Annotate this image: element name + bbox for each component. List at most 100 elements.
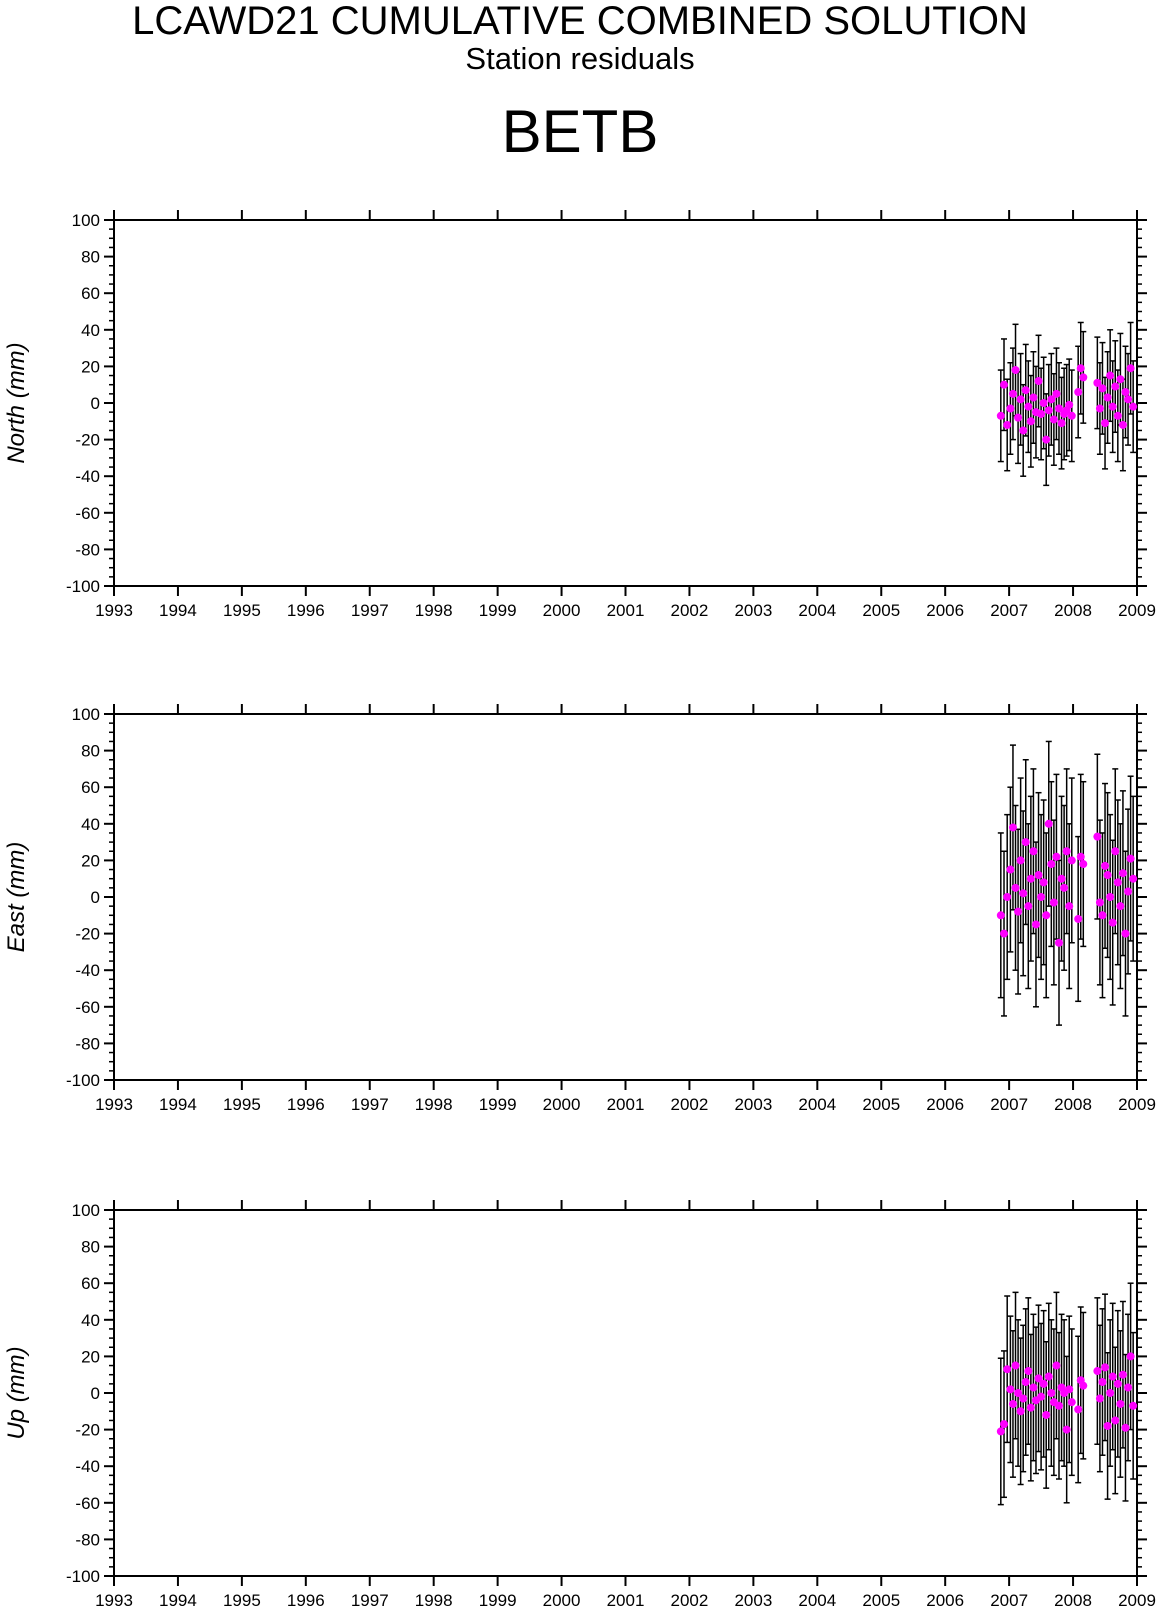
residual-point bbox=[1093, 832, 1102, 841]
x-tick-label: 1993 bbox=[95, 601, 133, 620]
y-tick-label: -20 bbox=[75, 431, 100, 450]
residual-point bbox=[1124, 1383, 1133, 1392]
residual-point bbox=[1079, 373, 1088, 382]
residual-point bbox=[1021, 838, 1030, 847]
residual-point bbox=[1095, 404, 1104, 413]
residual-point bbox=[1003, 893, 1012, 901]
residual-point bbox=[1044, 406, 1053, 415]
station-name: BETB bbox=[501, 98, 659, 165]
y-tick-label: 40 bbox=[81, 1311, 100, 1330]
y-tick-label: 60 bbox=[81, 778, 100, 797]
residual-point bbox=[1101, 419, 1110, 428]
residual-point bbox=[1060, 883, 1069, 892]
plot-frame bbox=[113, 713, 1138, 1081]
residual-point bbox=[1101, 1363, 1110, 1372]
residual-point bbox=[1098, 911, 1107, 920]
residual-point bbox=[1062, 1425, 1071, 1434]
x-tick-label: 1997 bbox=[351, 601, 389, 620]
x-tick-label: 2007 bbox=[990, 1095, 1028, 1114]
residual-point bbox=[1039, 399, 1048, 407]
residual-point bbox=[1062, 847, 1071, 856]
x-tick-label: 1998 bbox=[415, 1591, 453, 1610]
residual-point bbox=[1121, 929, 1130, 938]
residual-point bbox=[1047, 395, 1056, 404]
y-tick-label: 100 bbox=[72, 1201, 100, 1220]
y-tick-label: 100 bbox=[72, 211, 100, 230]
y-tick-label: 60 bbox=[81, 1274, 100, 1293]
residual-point bbox=[1111, 1416, 1120, 1425]
x-tick-label: 2001 bbox=[607, 1095, 645, 1114]
x-tick-label: 2002 bbox=[671, 1591, 709, 1610]
x-tick-label: 1999 bbox=[479, 601, 517, 620]
x-tick-label: 2005 bbox=[862, 601, 900, 620]
residual-point bbox=[1111, 382, 1120, 391]
x-tick-label: 2005 bbox=[862, 1095, 900, 1114]
residual-point bbox=[1065, 902, 1074, 911]
residual-point bbox=[1029, 393, 1038, 402]
x-tick-label: 1999 bbox=[479, 1095, 517, 1114]
residual-point bbox=[1126, 364, 1135, 373]
residual-point bbox=[1074, 1405, 1083, 1414]
x-tick-label: 2004 bbox=[798, 601, 836, 620]
plot-frame bbox=[113, 1209, 1138, 1577]
y-axis-label: Up (mm) bbox=[3, 1346, 30, 1439]
chart-title: LCAWD21 CUMULATIVE COMBINED SOLUTION bbox=[132, 0, 1028, 43]
residual-point bbox=[1016, 395, 1025, 404]
residual-point bbox=[1079, 860, 1088, 869]
residual-point bbox=[1054, 404, 1063, 413]
residual-point bbox=[1113, 878, 1122, 887]
x-tick-label: 2008 bbox=[1054, 601, 1092, 620]
residual-point bbox=[1006, 865, 1015, 874]
residual-point bbox=[1103, 393, 1112, 402]
residual-point bbox=[1047, 860, 1056, 869]
x-tick-label: 2005 bbox=[862, 1591, 900, 1610]
residual-point bbox=[1019, 1394, 1028, 1403]
residual-point bbox=[1095, 1394, 1104, 1403]
x-tick-label: 1998 bbox=[415, 1095, 453, 1114]
residual-point bbox=[1044, 819, 1053, 828]
plot-frame bbox=[113, 219, 1138, 587]
x-tick-label: 2000 bbox=[543, 1591, 581, 1610]
x-tick-label: 1995 bbox=[223, 601, 261, 620]
residual-point bbox=[1052, 1361, 1061, 1370]
y-tick-label: -40 bbox=[75, 467, 100, 486]
y-tick-label: 40 bbox=[81, 815, 100, 834]
y-tick-label: 20 bbox=[81, 357, 100, 376]
panel-up: 1993 1994 1995 1996 1997 1998 1999 2000 2001 2002… bbox=[3, 1200, 1156, 1610]
x-tick-label: 2001 bbox=[607, 601, 645, 620]
residual-point bbox=[1000, 929, 1009, 938]
residual-point bbox=[1003, 420, 1012, 429]
y-axis-label: East (mm) bbox=[3, 842, 30, 953]
x-tick-label: 2003 bbox=[734, 1591, 772, 1610]
y-tick-label: -40 bbox=[75, 961, 100, 980]
residual-point bbox=[1034, 871, 1043, 880]
residual-point bbox=[1113, 1379, 1122, 1388]
residual-point bbox=[1024, 402, 1033, 411]
residual-point bbox=[1079, 1381, 1088, 1390]
y-tick-label: 40 bbox=[81, 321, 100, 340]
x-tick-label: 2009 bbox=[1118, 1095, 1156, 1114]
x-tick-label: 1996 bbox=[287, 601, 325, 620]
residual-point bbox=[1076, 852, 1085, 861]
residual-point bbox=[1014, 413, 1023, 422]
residual-point bbox=[1103, 1421, 1112, 1430]
residual-point bbox=[1049, 898, 1058, 907]
residual-point bbox=[1000, 380, 1009, 389]
residual-point bbox=[1014, 1389, 1023, 1397]
residual-point bbox=[1129, 402, 1138, 411]
residual-point bbox=[1108, 1372, 1117, 1381]
residual-point bbox=[996, 411, 1005, 420]
residual-point bbox=[1116, 1399, 1125, 1408]
residual-point bbox=[1106, 371, 1115, 380]
residual-point bbox=[1037, 1392, 1046, 1401]
x-tick-label: 2007 bbox=[990, 1591, 1028, 1610]
residual-point bbox=[1042, 435, 1051, 444]
y-tick-label: 0 bbox=[91, 1384, 100, 1403]
y-tick-label: 80 bbox=[81, 248, 100, 267]
residual-point bbox=[1118, 1370, 1127, 1379]
residual-point bbox=[1111, 847, 1120, 856]
residual-point bbox=[1011, 366, 1020, 375]
residual-point bbox=[1118, 869, 1127, 878]
residual-point bbox=[1008, 389, 1017, 398]
